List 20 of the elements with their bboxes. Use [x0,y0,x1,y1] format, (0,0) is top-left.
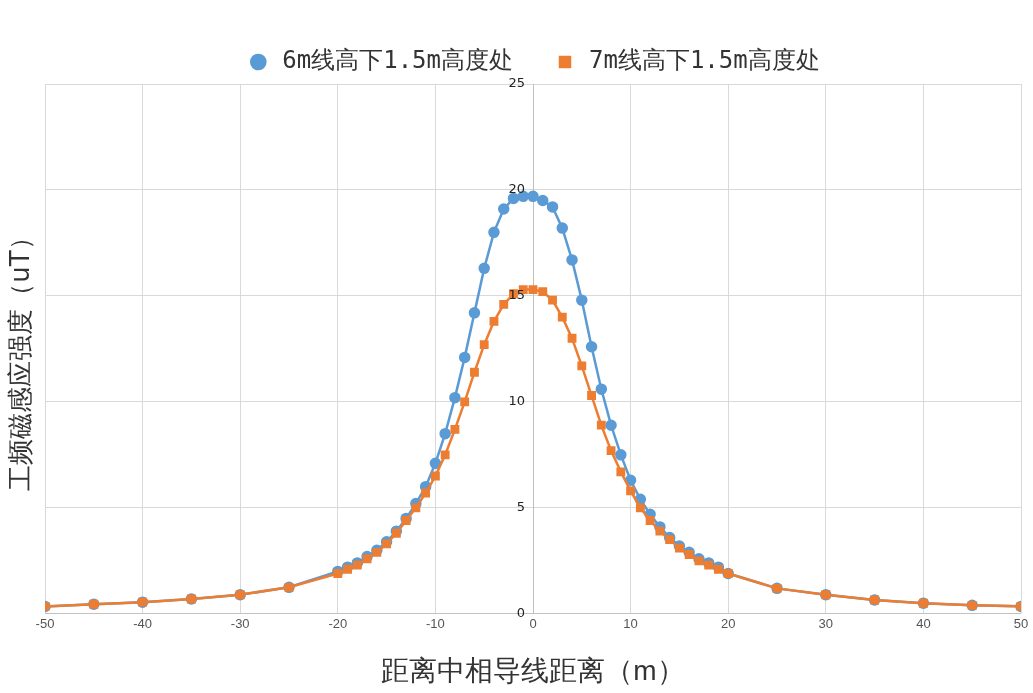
x-tick-label: -40 [133,616,152,632]
y-axis-title: 工频磁感应强度（uT） [3,223,36,493]
x-tick-label: 30 [818,616,834,632]
y-tick-label: 10 [508,393,525,409]
x-tick-label: -10 [426,616,445,632]
x-tick-label: -30 [230,616,250,632]
x-tick-label: 50 [1013,616,1029,632]
x-tick-label: -20 [328,616,348,632]
x-tick-label: 20 [720,616,736,632]
x-tick-label: 40 [916,616,931,632]
x-axis-title: 距离中相导线距离（m） [381,654,685,686]
legend-label: 6m线高下1.5m高度处 [282,46,514,75]
y-tick-label: 25 [508,75,525,91]
y-tick-label: 20 [508,181,525,197]
y-tick-label: 5 [516,499,525,515]
legend-label: 7m线高下1.5m高度处 [589,46,820,75]
x-tick-label: 0 [529,616,537,632]
y-tick-label: 0 [516,605,525,621]
x-tick-label: -50 [35,616,55,632]
x-tick-label: 10 [623,616,638,632]
